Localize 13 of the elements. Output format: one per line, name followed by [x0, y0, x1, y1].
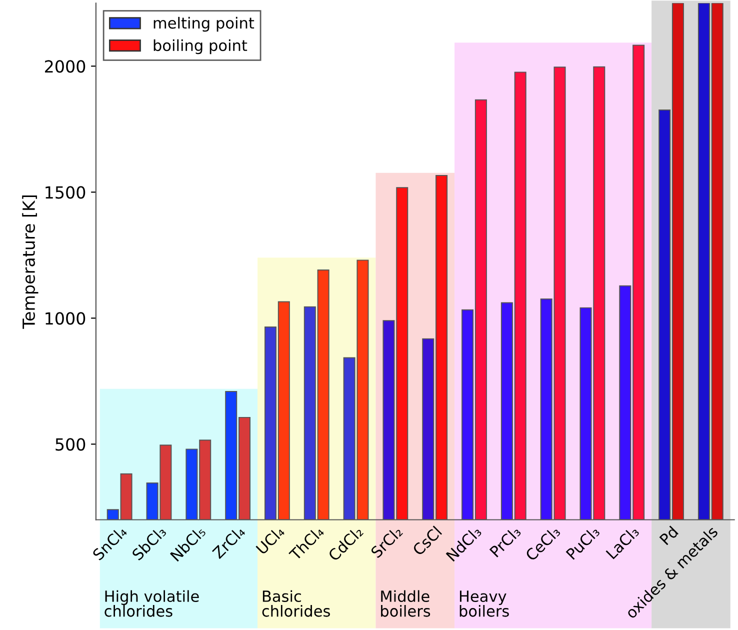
y-tick-label: 1500	[46, 186, 86, 199]
y-tick-label: 500	[56, 438, 86, 451]
band-label: Middle boilers	[381, 590, 430, 617]
band-label: Heavy boilers	[460, 590, 509, 617]
y-axis-title: Temperature [K]	[22, 195, 38, 329]
band-label: High volatile chlorides	[104, 590, 199, 617]
band-label: Basic chlorides	[262, 590, 330, 617]
legend-label: melting point	[154, 16, 254, 32]
y-tick-label: 1000	[46, 312, 86, 325]
x-tick-label: UCl₄	[255, 524, 286, 555]
x-tick-label: Pd	[658, 526, 679, 546]
y-tick-label: 2000	[45, 60, 86, 73]
legend-label: boiling point	[154, 39, 248, 54]
